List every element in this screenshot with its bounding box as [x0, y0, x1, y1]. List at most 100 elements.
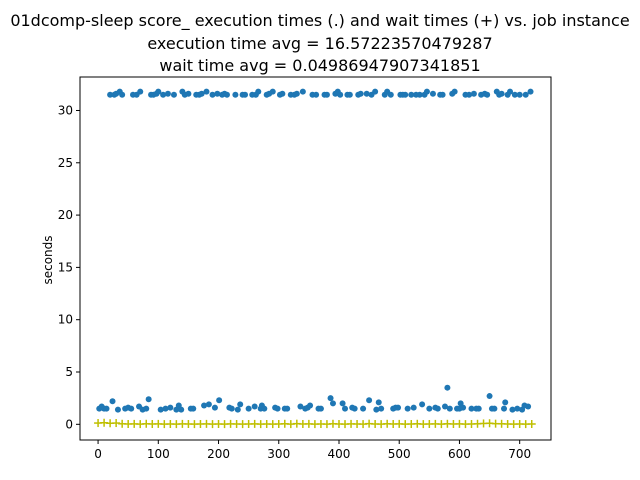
execution-point	[284, 405, 291, 412]
execution-point	[162, 405, 169, 412]
y-tick-label: 5	[65, 365, 73, 379]
execution-point	[317, 405, 324, 412]
execution-point	[514, 405, 521, 412]
y-tick-label: 30	[58, 103, 73, 117]
execution-point	[373, 406, 380, 413]
series-0	[96, 88, 534, 413]
execution-point	[484, 91, 491, 98]
y-axis-label: seconds	[41, 235, 55, 284]
execution-point	[410, 404, 417, 411]
execution-point	[446, 405, 453, 412]
execution-point	[404, 405, 411, 412]
execution-point	[261, 405, 268, 412]
chart-title-line-2: execution time avg = 16.57223570479287	[147, 34, 492, 53]
execution-point	[155, 88, 162, 95]
execution-point	[114, 406, 121, 413]
execution-point	[190, 405, 197, 412]
execution-point	[313, 91, 320, 98]
execution-point	[274, 405, 281, 412]
execution-point	[429, 90, 436, 97]
execution-point	[198, 90, 205, 97]
execution-point	[167, 404, 174, 411]
wait-point	[527, 419, 536, 428]
x-tick-label: 300	[267, 447, 290, 461]
execution-point	[299, 88, 306, 95]
execution-point	[137, 88, 144, 95]
execution-point	[351, 405, 358, 412]
execution-point	[498, 90, 505, 97]
execution-point	[234, 406, 241, 413]
x-tick-label: 600	[448, 447, 471, 461]
execution-point	[269, 88, 276, 95]
execution-point	[216, 397, 223, 404]
execution-point	[251, 403, 258, 410]
execution-point	[242, 91, 249, 98]
execution-point	[395, 404, 402, 411]
execution-point	[170, 91, 177, 98]
axes-frame	[79, 76, 552, 441]
execution-point	[375, 399, 382, 406]
execution-point	[143, 405, 150, 412]
execution-point	[470, 90, 477, 97]
y-tick-label: 15	[58, 260, 73, 274]
execution-point	[279, 90, 286, 97]
execution-point	[527, 88, 534, 95]
execution-point	[185, 90, 192, 97]
execution-point	[293, 90, 300, 97]
chart-title-line-3: wait time avg = 0.04986947907341851	[159, 56, 480, 75]
execution-point	[522, 91, 529, 98]
execution-point	[434, 405, 441, 412]
execution-point	[387, 91, 394, 98]
execution-point	[516, 91, 523, 98]
execution-point	[232, 91, 239, 98]
x-tick-label: 0	[94, 447, 102, 461]
x-tick-label: 200	[207, 447, 230, 461]
execution-point	[255, 88, 262, 95]
execution-point	[145, 396, 152, 403]
y-axis-ticks: 0 5 10 15 20 25 30	[58, 103, 80, 431]
execution-point	[366, 397, 373, 404]
execution-point	[444, 384, 451, 391]
execution-point	[439, 91, 446, 98]
execution-point	[128, 405, 135, 412]
x-tick-label: 500	[388, 447, 411, 461]
execution-point	[360, 405, 367, 412]
execution-point	[178, 406, 185, 413]
execution-point	[297, 403, 304, 410]
execution-point	[423, 88, 430, 95]
y-tick-label: 20	[58, 208, 73, 222]
execution-point	[228, 405, 235, 412]
execution-point	[363, 90, 370, 97]
execution-point	[466, 91, 473, 98]
execution-point	[337, 91, 344, 98]
execution-point	[223, 91, 230, 98]
execution-point	[491, 405, 498, 412]
x-tick-label: 700	[508, 447, 531, 461]
execution-point	[441, 403, 448, 410]
execution-point	[501, 405, 508, 412]
execution-point	[509, 406, 516, 413]
execution-point	[402, 91, 409, 98]
execution-point	[160, 91, 167, 98]
execution-point	[157, 406, 164, 413]
execution-point	[327, 395, 334, 402]
execution-point	[109, 398, 116, 405]
chart-title-line-1: 01dcomp-sleep score_ execution times (.)…	[10, 11, 629, 31]
x-tick-label: 100	[147, 447, 170, 461]
y-tick-label: 10	[58, 313, 73, 327]
execution-point	[245, 405, 252, 412]
execution-point	[214, 90, 221, 97]
execution-point	[507, 88, 514, 95]
x-axis-ticks: 0 100 200 300 400 500 600 700	[94, 440, 531, 461]
y-tick-label: 25	[58, 156, 73, 170]
y-tick-label: 0	[65, 417, 73, 431]
execution-point	[378, 405, 385, 412]
execution-point	[329, 400, 336, 407]
series-1	[94, 418, 536, 429]
execution-point	[468, 405, 475, 412]
execution-point	[107, 91, 114, 98]
execution-point	[419, 401, 426, 408]
execution-point	[342, 405, 349, 412]
